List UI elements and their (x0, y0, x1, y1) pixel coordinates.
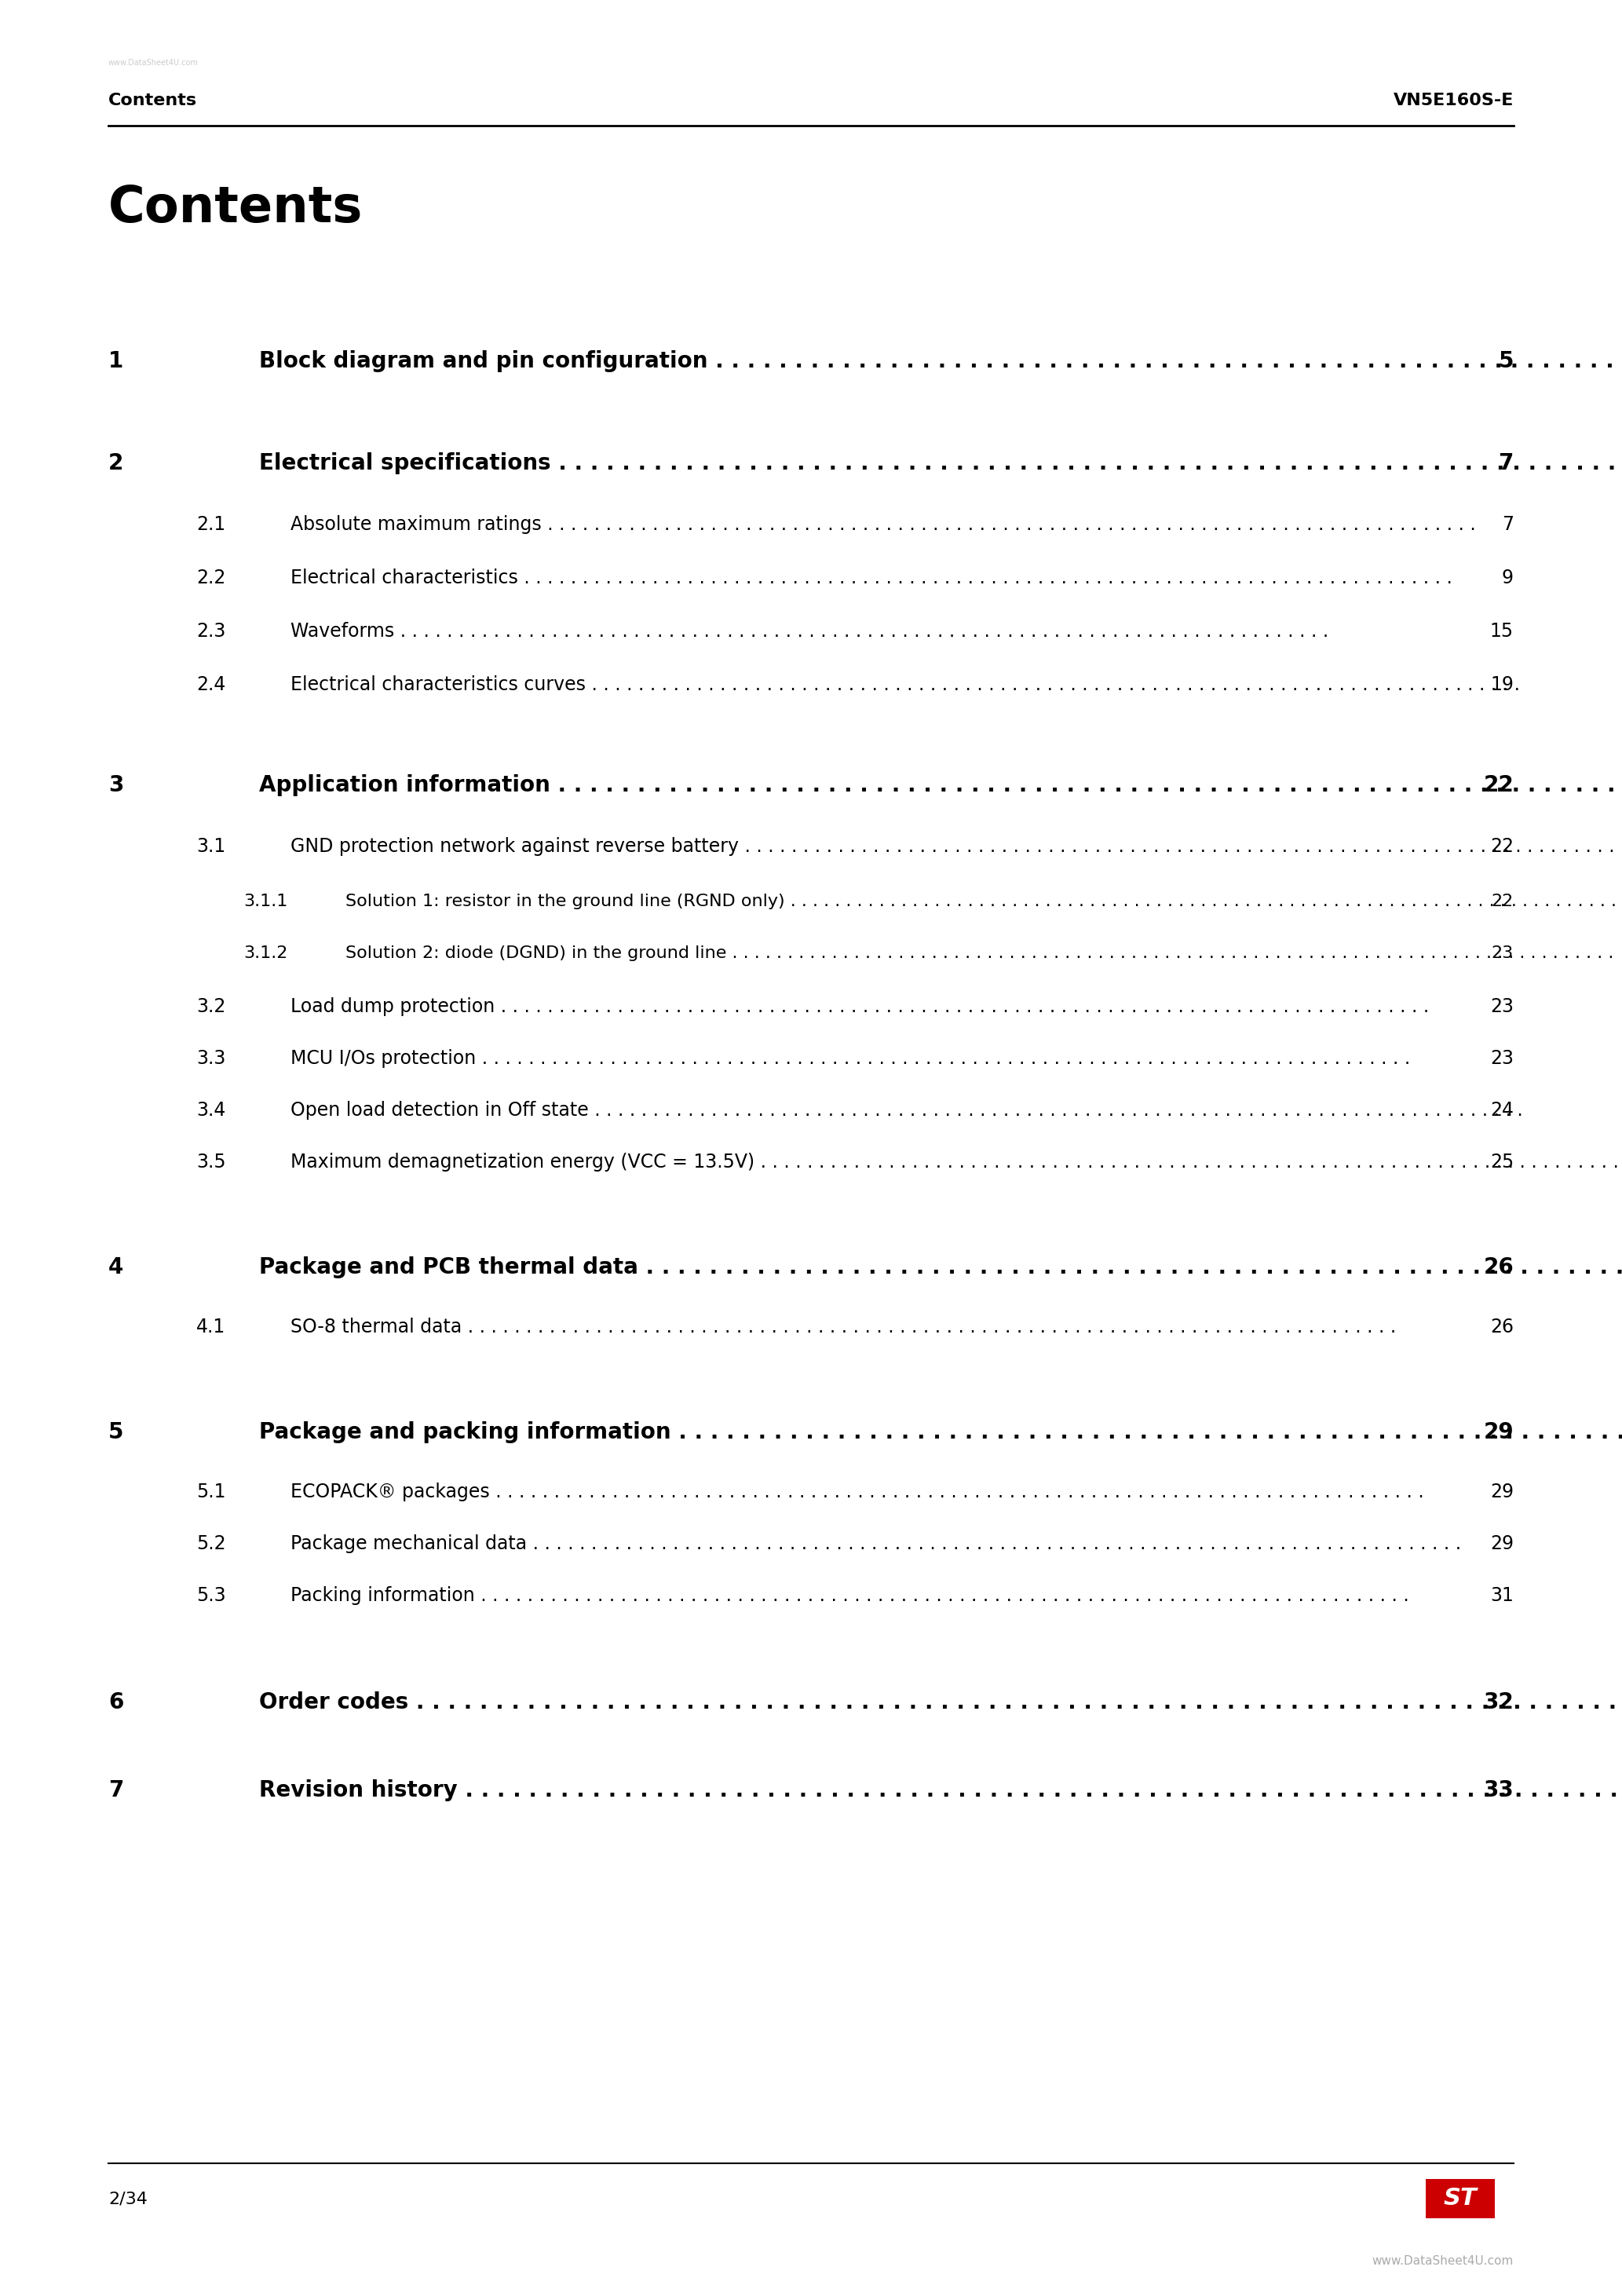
Text: 31: 31 (1491, 1587, 1513, 1605)
Text: 7: 7 (1499, 452, 1513, 475)
Text: Revision history . . . . . . . . . . . . . . . . . . . . . . . . . . . . . . . .: Revision history . . . . . . . . . . . .… (260, 1779, 1622, 1802)
Text: MCU I/Os protection . . . . . . . . . . . . . . . . . . . . . . . . . . . . . . : MCU I/Os protection . . . . . . . . . . … (290, 1049, 1410, 1068)
Text: Order codes . . . . . . . . . . . . . . . . . . . . . . . . . . . . . . . . . . : Order codes . . . . . . . . . . . . . . … (260, 1692, 1622, 1713)
Text: 4.1: 4.1 (196, 1318, 225, 1336)
Text: Solution 1: resistor in the ground line (RGND only) . . . . . . . . . . . . . . : Solution 1: resistor in the ground line … (345, 893, 1622, 909)
Text: 5: 5 (109, 1421, 123, 1444)
Text: www.DataSheet4U.com: www.DataSheet4U.com (109, 60, 198, 67)
Text: 29: 29 (1491, 1483, 1513, 1502)
Text: 7: 7 (109, 1779, 123, 1802)
Text: 22: 22 (1492, 893, 1513, 909)
Text: SO-8 thermal data . . . . . . . . . . . . . . . . . . . . . . . . . . . . . . . : SO-8 thermal data . . . . . . . . . . . … (290, 1318, 1397, 1336)
Text: 22: 22 (1491, 838, 1513, 856)
Text: 3.1.1: 3.1.1 (243, 893, 287, 909)
Text: Package mechanical data . . . . . . . . . . . . . . . . . . . . . . . . . . . . : Package mechanical data . . . . . . . . … (290, 1534, 1461, 1552)
Text: ECOPACK® packages . . . . . . . . . . . . . . . . . . . . . . . . . . . . . . . : ECOPACK® packages . . . . . . . . . . . … (290, 1483, 1424, 1502)
Text: Waveforms . . . . . . . . . . . . . . . . . . . . . . . . . . . . . . . . . . . : Waveforms . . . . . . . . . . . . . . . … (290, 622, 1328, 641)
Text: 26: 26 (1483, 1256, 1513, 1279)
Text: 5.1: 5.1 (196, 1483, 225, 1502)
Text: 19: 19 (1491, 675, 1513, 693)
FancyBboxPatch shape (1426, 2179, 1495, 2218)
Text: 4: 4 (109, 1256, 123, 1279)
Text: 23: 23 (1492, 946, 1513, 962)
Text: 29: 29 (1491, 1534, 1513, 1552)
Text: www.DataSheet4U.com: www.DataSheet4U.com (1372, 2255, 1513, 2268)
Text: 2.4: 2.4 (196, 675, 225, 693)
Text: 1: 1 (109, 351, 123, 372)
Text: 3.2: 3.2 (196, 996, 225, 1017)
Text: Maximum demagnetization energy (VCC = 13.5V) . . . . . . . . . . . . . . . . . .: Maximum demagnetization energy (VCC = 13… (290, 1153, 1622, 1171)
Text: Package and PCB thermal data . . . . . . . . . . . . . . . . . . . . . . . . . .: Package and PCB thermal data . . . . . .… (260, 1256, 1622, 1279)
Text: Electrical specifications . . . . . . . . . . . . . . . . . . . . . . . . . . . : Electrical specifications . . . . . . . … (260, 452, 1622, 475)
Text: Packing information . . . . . . . . . . . . . . . . . . . . . . . . . . . . . . : Packing information . . . . . . . . . . … (290, 1587, 1410, 1605)
Text: Electrical characteristics curves . . . . . . . . . . . . . . . . . . . . . . . : Electrical characteristics curves . . . … (290, 675, 1520, 693)
Text: 2.3: 2.3 (196, 622, 225, 641)
Text: 3: 3 (109, 774, 123, 797)
Text: ST: ST (1444, 2188, 1478, 2211)
Text: 33: 33 (1483, 1779, 1513, 1802)
Text: 32: 32 (1483, 1692, 1513, 1713)
Text: 5: 5 (1499, 351, 1513, 372)
Text: 22: 22 (1483, 774, 1513, 797)
Text: 5.2: 5.2 (196, 1534, 225, 1552)
Text: Absolute maximum ratings . . . . . . . . . . . . . . . . . . . . . . . . . . . .: Absolute maximum ratings . . . . . . . .… (290, 514, 1476, 535)
Text: 3.3: 3.3 (196, 1049, 225, 1068)
Text: 7: 7 (1502, 514, 1513, 535)
Text: 26: 26 (1491, 1318, 1513, 1336)
Text: 3.1: 3.1 (196, 838, 225, 856)
Text: Contents: Contents (109, 92, 198, 108)
Text: 23: 23 (1491, 996, 1513, 1017)
Text: Block diagram and pin configuration . . . . . . . . . . . . . . . . . . . . . . : Block diagram and pin configuration . . … (260, 351, 1622, 372)
Text: Contents: Contents (109, 184, 363, 232)
Text: 15: 15 (1491, 622, 1513, 641)
Text: Application information . . . . . . . . . . . . . . . . . . . . . . . . . . . . : Application information . . . . . . . . … (260, 774, 1622, 797)
Text: Solution 2: diode (DGND) in the ground line . . . . . . . . . . . . . . . . . . : Solution 2: diode (DGND) in the ground l… (345, 946, 1614, 962)
Text: 29: 29 (1484, 1421, 1513, 1444)
Text: 9: 9 (1502, 569, 1513, 588)
Text: 2.1: 2.1 (196, 514, 225, 535)
Text: GND protection network against reverse battery . . . . . . . . . . . . . . . . .: GND protection network against reverse b… (290, 838, 1622, 856)
Text: 2: 2 (109, 452, 123, 475)
Text: 6: 6 (109, 1692, 123, 1713)
Text: 2.2: 2.2 (196, 569, 225, 588)
Text: Open load detection in Off state . . . . . . . . . . . . . . . . . . . . . . . .: Open load detection in Off state . . . .… (290, 1100, 1523, 1120)
Text: 23: 23 (1491, 1049, 1513, 1068)
Text: Package and packing information . . . . . . . . . . . . . . . . . . . . . . . . : Package and packing information . . . . … (260, 1421, 1622, 1444)
Text: 2/34: 2/34 (109, 2190, 148, 2206)
Text: Load dump protection . . . . . . . . . . . . . . . . . . . . . . . . . . . . . .: Load dump protection . . . . . . . . . .… (290, 996, 1429, 1017)
Text: Electrical characteristics . . . . . . . . . . . . . . . . . . . . . . . . . . .: Electrical characteristics . . . . . . .… (290, 569, 1452, 588)
Text: VN5E160S-E: VN5E160S-E (1393, 92, 1513, 108)
Text: 25: 25 (1491, 1153, 1513, 1171)
Text: 24: 24 (1491, 1100, 1513, 1120)
Text: 3.1.2: 3.1.2 (243, 946, 287, 962)
Text: 3.5: 3.5 (196, 1153, 225, 1171)
Text: 5.3: 5.3 (196, 1587, 225, 1605)
Text: 3.4: 3.4 (196, 1100, 225, 1120)
